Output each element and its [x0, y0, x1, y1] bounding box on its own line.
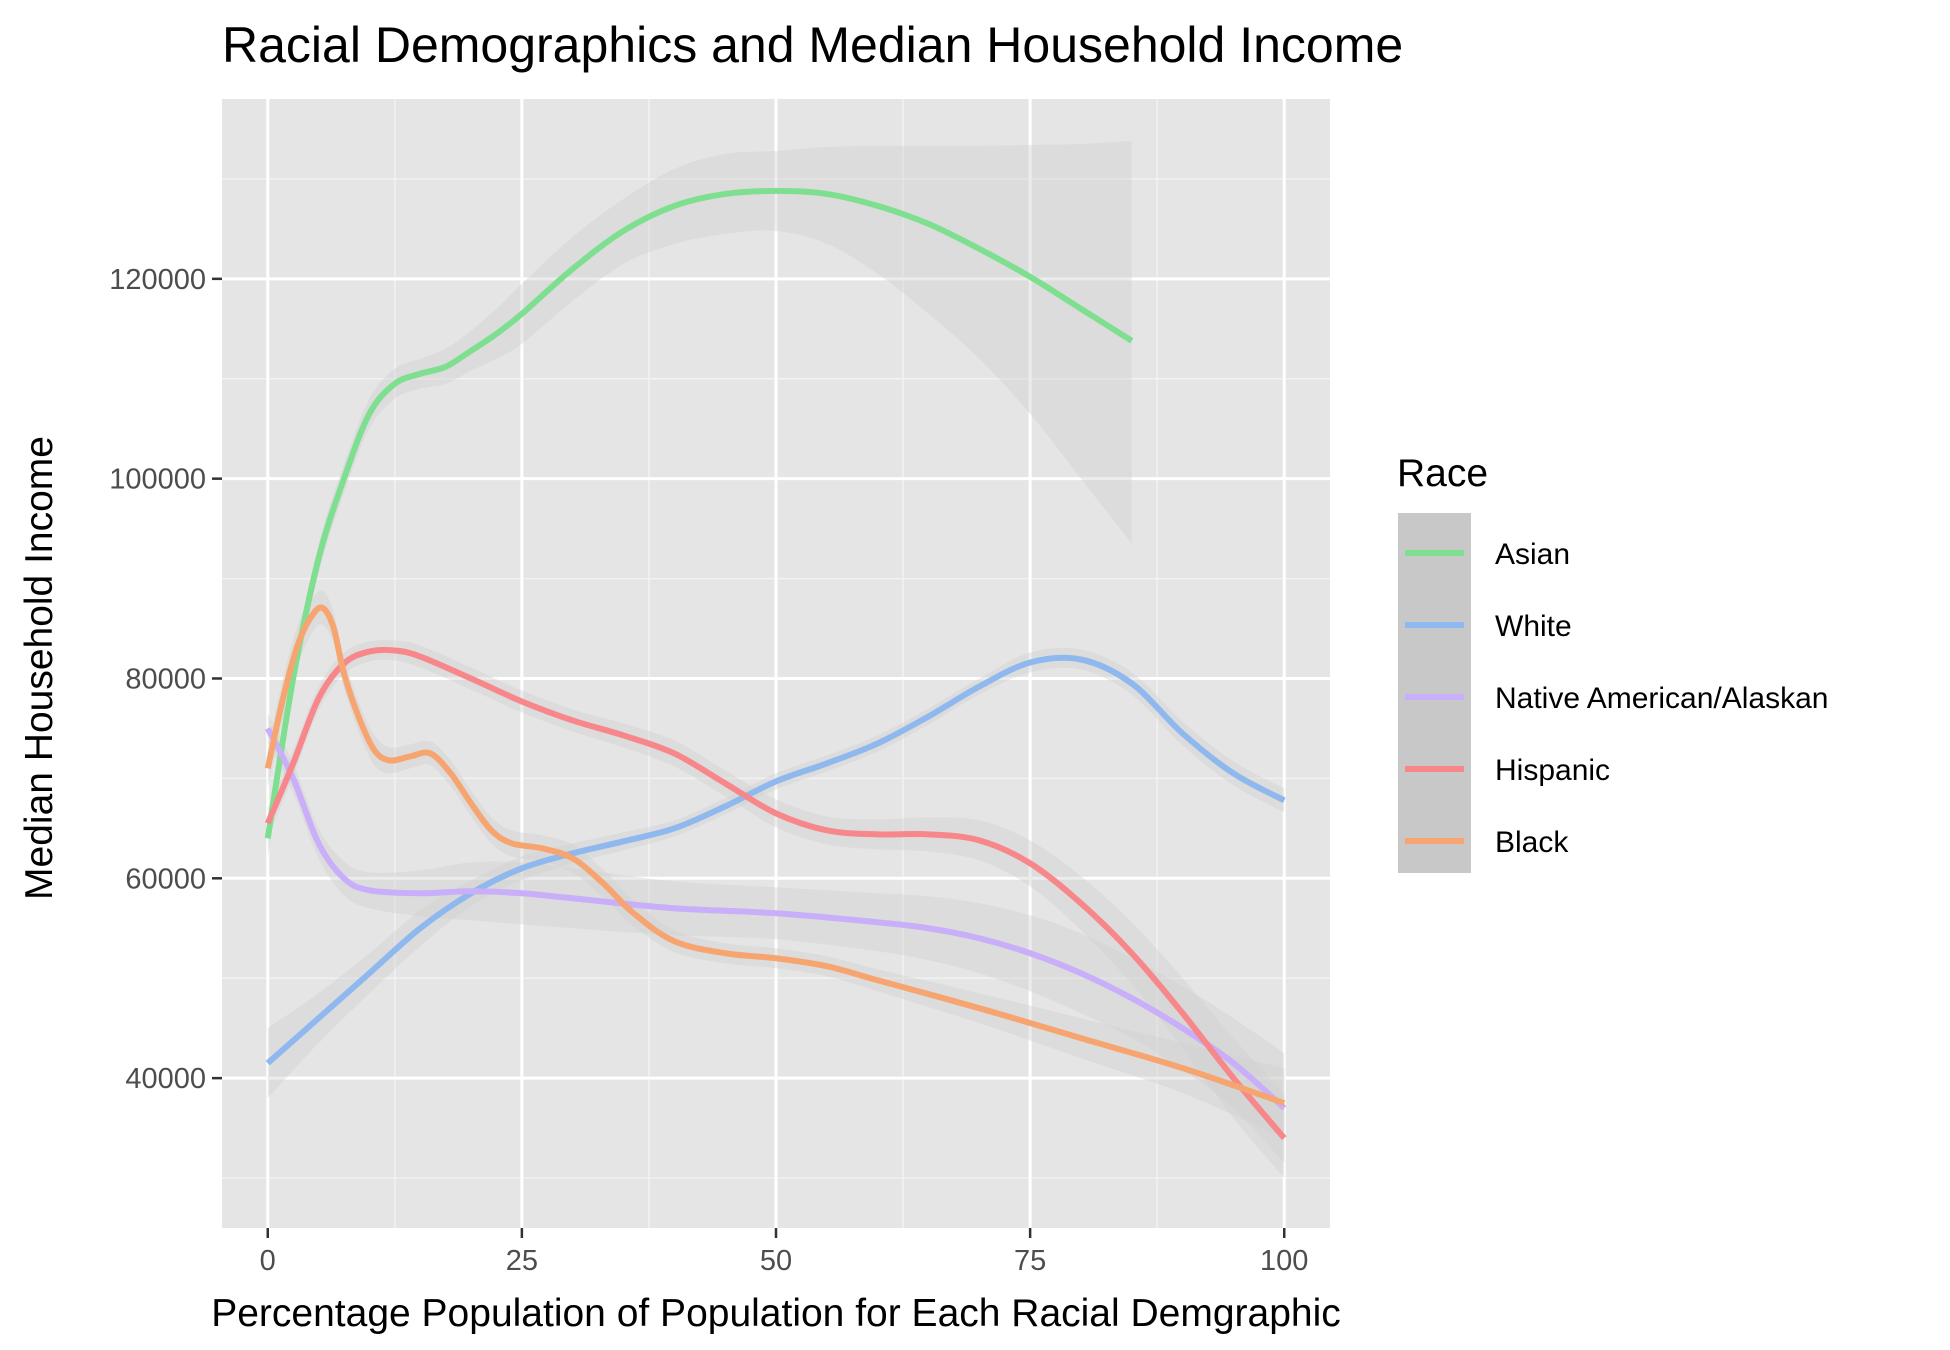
series-line-hispanic [264, 646, 1287, 1141]
x-tick-label: 75 [1014, 1245, 1046, 1277]
series-lines [264, 187, 1287, 1141]
x-tick-label: 50 [760, 1245, 792, 1277]
y-axis-title: Median Household Income [18, 436, 61, 900]
legend-title: Race [1397, 452, 1488, 495]
axis-ticks [212, 277, 1286, 1238]
chart-title: Racial Demographics and Median Household… [222, 17, 1403, 73]
x-tick-label: 0 [260, 1245, 276, 1277]
legend-label-black: Black [1495, 826, 1569, 859]
legend-label-asian: Asian [1495, 538, 1570, 571]
ribbon-hispanic [267, 640, 1285, 1179]
legend-label-native-american-alaskan: Native American/Alaskan [1495, 682, 1829, 715]
legend-label-white: White [1495, 610, 1572, 643]
ribbon-native-american-alaskan [267, 713, 1285, 1164]
legend-label-hispanic: Hispanic [1495, 754, 1610, 787]
confidence-ribbons [267, 140, 1285, 1179]
legend: Race Asian White Native American/Alaskan Hi… [1397, 452, 1829, 873]
y-tick-label: 80000 [125, 663, 206, 695]
series-line-asian [264, 187, 1134, 839]
ribbon-black [267, 590, 1285, 1139]
series-line-white [265, 654, 1286, 1066]
x-tick-label: 100 [1260, 1245, 1308, 1277]
x-tick-label: 25 [506, 1245, 538, 1277]
y-tick-label: 100000 [109, 464, 206, 496]
series-line-black [264, 604, 1286, 1106]
axis-tick-labels: 0 25 50 75 100 40000 60000 80000 100000 120000 [109, 264, 1308, 1277]
series-line-native-american-alaskan [265, 727, 1287, 1111]
y-tick-label: 120000 [109, 264, 206, 296]
legend-key-background [1398, 513, 1471, 873]
ribbon-asian [267, 140, 1132, 859]
y-tick-label: 60000 [125, 863, 206, 895]
y-tick-label: 40000 [125, 1063, 206, 1095]
x-axis-title: Percentage Population of Population for … [211, 1292, 1341, 1335]
